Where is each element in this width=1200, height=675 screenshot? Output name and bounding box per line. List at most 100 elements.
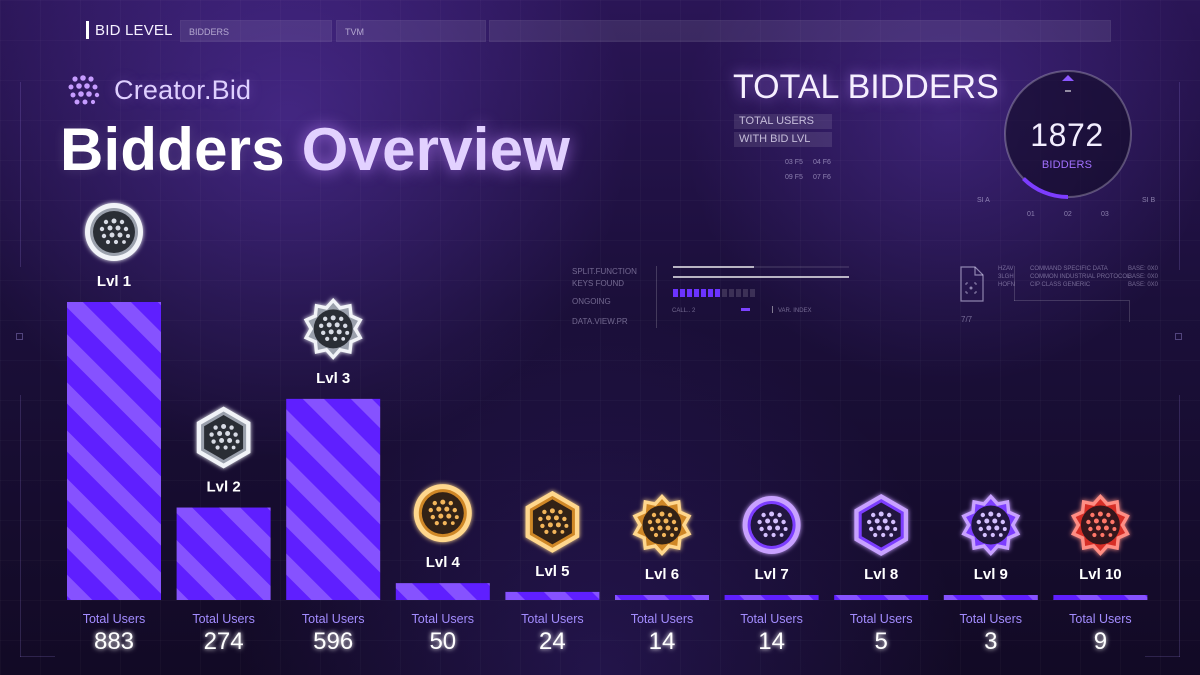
page-title: Bidders Overview bbox=[60, 120, 570, 180]
empty-filter-slot bbox=[489, 20, 1111, 42]
bottom-frame-left bbox=[20, 656, 55, 657]
tvm-filter-tab[interactable]: TVM bbox=[336, 20, 486, 42]
badge-logo-dot bbox=[1110, 519, 1115, 525]
level-label: Lvl 2 bbox=[207, 479, 241, 496]
total-bidders-counter-ring bbox=[1003, 69, 1133, 199]
badge-logo-dot bbox=[653, 532, 659, 538]
badge-logo-dot bbox=[105, 239, 111, 245]
status-block bbox=[708, 289, 713, 297]
badge-logo-dot bbox=[647, 519, 653, 525]
badge-logo-dot bbox=[994, 525, 1000, 531]
chart-bar bbox=[505, 591, 600, 600]
status-var-index-text: VAR. INDEX bbox=[778, 308, 812, 314]
badge-logo-dot bbox=[781, 519, 786, 525]
title-second-word: Overview bbox=[301, 116, 571, 183]
badge-logo-dot bbox=[889, 533, 894, 537]
total-users-value: 596 bbox=[313, 628, 353, 655]
chart-bar bbox=[67, 302, 161, 600]
chart-bar bbox=[834, 595, 929, 600]
right-frame-top bbox=[1179, 82, 1180, 270]
badge-logo-dot bbox=[659, 511, 665, 517]
badge-logo-dot bbox=[553, 515, 559, 521]
brand-logo-icon bbox=[68, 75, 100, 105]
badge-logo-dot bbox=[213, 425, 218, 430]
counter-mark-2: 02 bbox=[1064, 211, 1072, 218]
aux-divider-bottom bbox=[1014, 300, 1129, 301]
badge-logo-dot bbox=[225, 431, 231, 437]
status-progress-fill-1 bbox=[673, 266, 754, 268]
badge-logo-dot bbox=[119, 219, 125, 225]
left-frame-mark bbox=[16, 333, 23, 340]
level-badge bbox=[854, 494, 909, 556]
badge-logo-dot bbox=[657, 525, 663, 531]
badge-logo-dot bbox=[336, 329, 342, 335]
badge-logo-dot bbox=[231, 445, 236, 450]
status-separator-mark bbox=[772, 306, 773, 313]
badge-logo-dot bbox=[540, 523, 545, 529]
bid-level-tag: WITH BID LVL bbox=[734, 132, 832, 147]
status-block bbox=[694, 289, 699, 297]
badge-logo-dot bbox=[661, 532, 667, 538]
bidders-filter-tab[interactable]: BIDDERS bbox=[180, 20, 332, 42]
brand-name: Creator.Bid bbox=[114, 74, 252, 105]
badge-logo-dot bbox=[235, 439, 240, 444]
badge-logo-dot bbox=[980, 512, 985, 518]
chart-bar bbox=[286, 398, 381, 600]
badge-logo-dot bbox=[442, 521, 447, 526]
badge-logo-dot bbox=[978, 526, 983, 532]
badge-logo-dot bbox=[229, 425, 234, 430]
badge-logo-dot bbox=[113, 239, 119, 245]
badge-logo-dot bbox=[869, 526, 874, 532]
status-progress-bar-1 bbox=[673, 266, 849, 268]
level-badge bbox=[742, 496, 801, 554]
badge-logo-dot bbox=[545, 515, 551, 521]
badge-logo-dot bbox=[1093, 518, 1099, 524]
badge-logo-dot bbox=[1090, 512, 1095, 518]
badge-logo-dot bbox=[126, 234, 130, 238]
badge-logo-dot bbox=[227, 438, 233, 444]
chart-bar bbox=[176, 507, 271, 600]
badge-logo-dot bbox=[217, 431, 223, 437]
badge-logo-dot bbox=[103, 219, 109, 225]
badge-core bbox=[642, 505, 682, 545]
status-call-text: CALL.. 2 bbox=[672, 308, 696, 314]
badge-core bbox=[971, 505, 1011, 545]
level-label: Lvl 5 bbox=[535, 563, 569, 580]
badge-logo-dot bbox=[542, 509, 547, 515]
status-label-keys-found: KEYS FOUND bbox=[572, 279, 625, 288]
badge-logo-dot bbox=[115, 225, 121, 231]
total-users-label: Total Users bbox=[960, 612, 1023, 626]
badge-logo-dot bbox=[219, 438, 225, 444]
aux-row-1-base: BASE: 0x0 bbox=[1128, 266, 1159, 272]
badge-logo-dot bbox=[759, 526, 764, 532]
counter-mark-3: 03 bbox=[1101, 211, 1109, 218]
aux-row-2-code: 3LGH bbox=[998, 274, 1014, 280]
badge-logo-dot bbox=[767, 525, 773, 531]
bid-level-marker bbox=[86, 21, 89, 39]
badge-logo-dot bbox=[1088, 526, 1093, 532]
badge-core bbox=[750, 504, 793, 546]
level-label: Lvl 3 bbox=[316, 370, 350, 387]
badge-logo-dot bbox=[111, 218, 117, 224]
badge-logo-dot bbox=[558, 509, 563, 515]
level-badge bbox=[196, 406, 251, 469]
left-frame-top bbox=[20, 82, 21, 267]
status-block bbox=[687, 289, 692, 297]
badge-logo-dot bbox=[99, 226, 105, 232]
status-block bbox=[750, 289, 755, 297]
brand-lockup: Creator.Bid bbox=[62, 69, 251, 111]
badge-logo-dot bbox=[440, 499, 446, 505]
badge-logo-dot bbox=[876, 525, 882, 531]
badge-logo-dot bbox=[761, 512, 766, 518]
total-users-value: 24 bbox=[539, 628, 566, 655]
aux-row-2-base: BASE: 0x0 bbox=[1128, 274, 1159, 280]
level-label: Lvl 1 bbox=[97, 273, 131, 290]
badge-logo-dot bbox=[233, 432, 238, 437]
code-3: 09 F5 bbox=[785, 174, 803, 181]
badge-logo-dot bbox=[881, 532, 886, 538]
badge-logo-dot bbox=[321, 330, 326, 336]
status-block bbox=[722, 289, 727, 297]
aux-row-3-description: CIP CLASS GENERIC bbox=[1030, 282, 1091, 288]
badge-logo-dot bbox=[757, 519, 762, 525]
